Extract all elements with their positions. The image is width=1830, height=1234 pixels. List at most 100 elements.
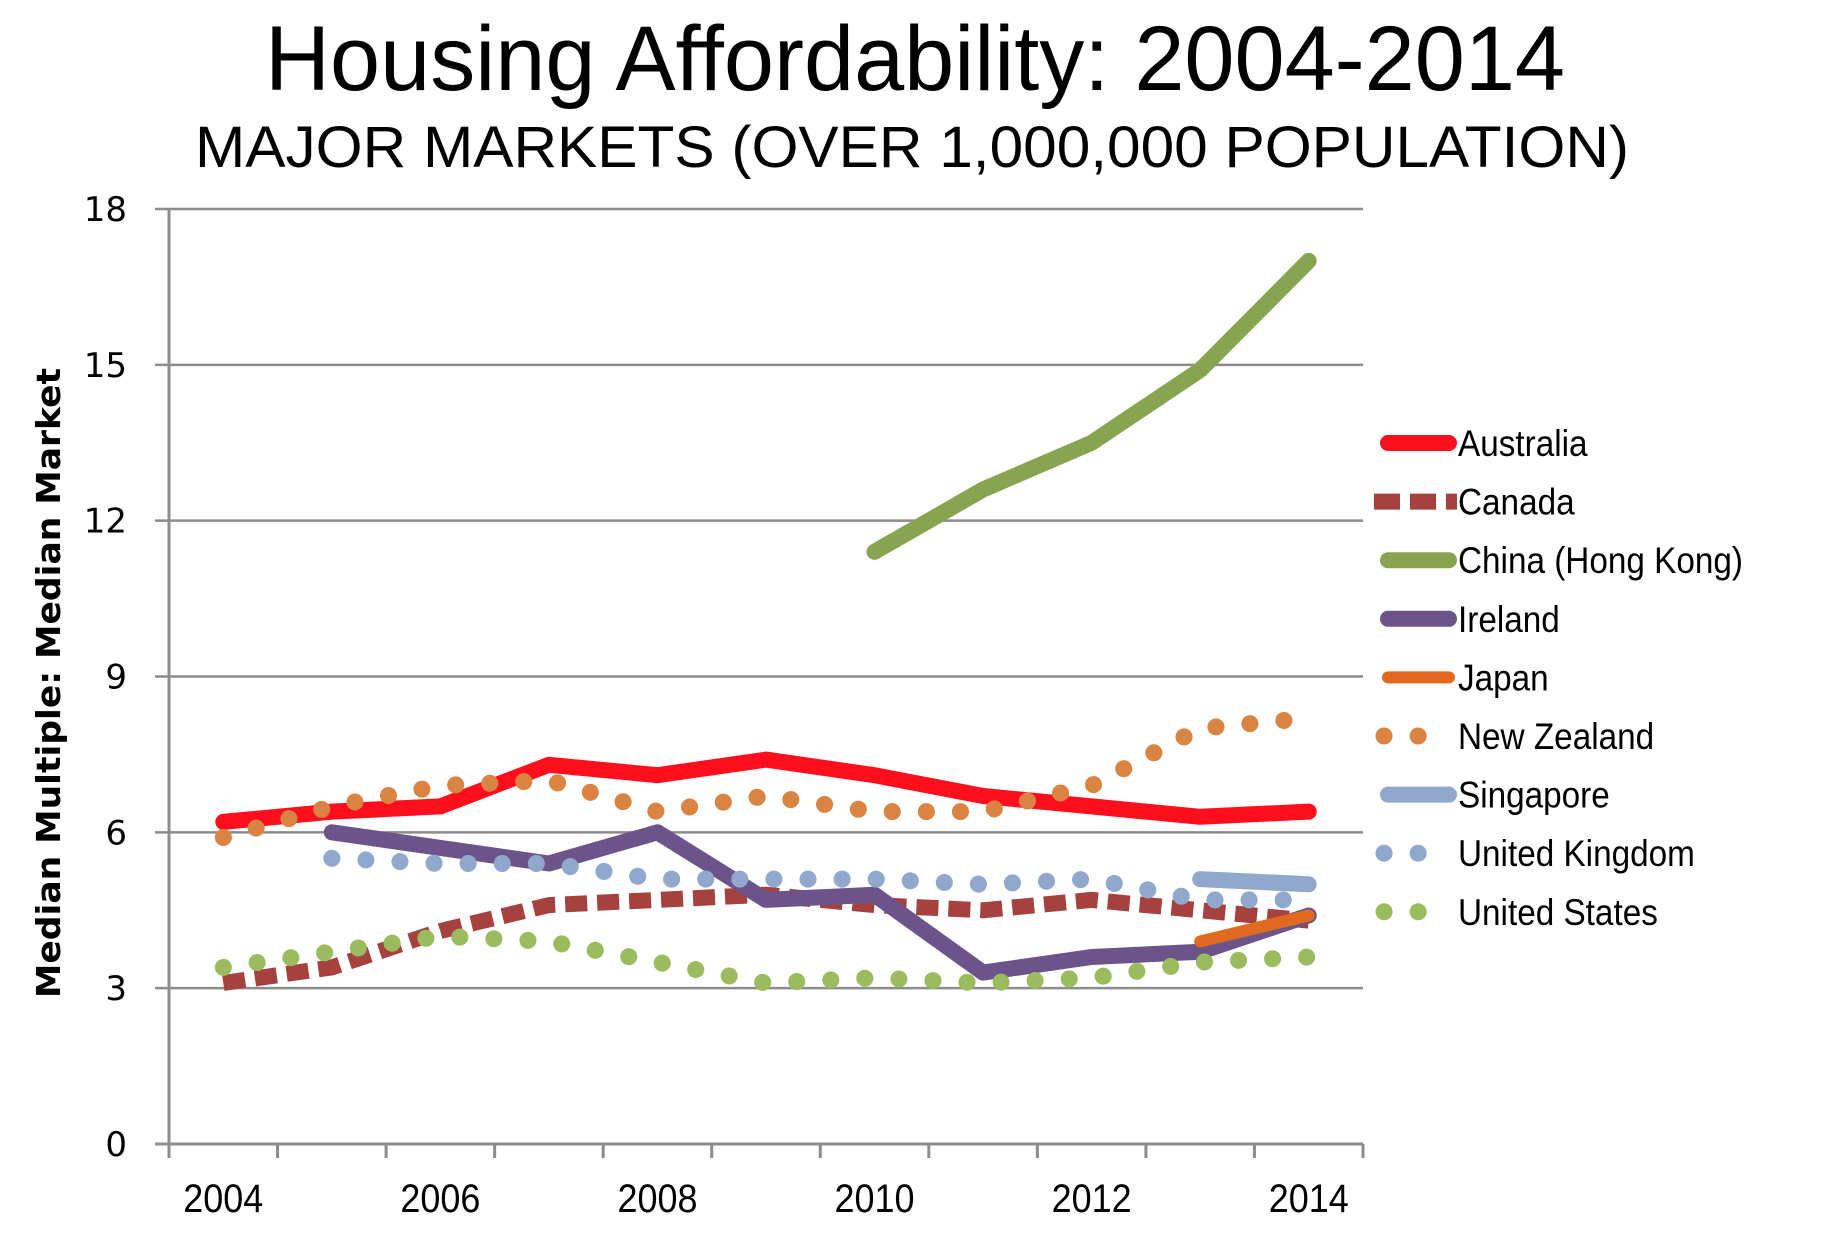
data-point-united-kingdom [763,876,769,882]
legend-item-new-zealand: New Zealand [1375,716,1654,757]
data-point-united-kingdom [980,881,986,887]
data-point-australia [220,819,226,825]
data-point-canada [546,902,552,908]
data-point-new-zealand [546,777,552,783]
data-point-new-zealand [1089,783,1095,789]
data-point-ireland [437,845,443,851]
data-point-united-kingdom [437,861,443,867]
data-point-china-hong-kong [1306,258,1312,264]
data-point-new-zealand [1306,715,1312,721]
data-point-canada [654,897,660,903]
y-tick-label: 3 [105,969,127,1009]
data-point-china-hong-kong [1197,367,1203,373]
data-point-united-kingdom [872,876,878,882]
data-point-united-states [220,964,226,970]
legend-item-ireland: Ireland [1380,599,1560,640]
legend-label: Australia [1458,423,1588,464]
data-point-japan [1306,912,1312,918]
data-point-united-states [654,959,660,965]
data-point-new-zealand [1197,725,1203,731]
y-axis-label: Median Multiple: Median Market [29,368,68,998]
data-point-new-zealand [654,809,660,815]
legend-item-china-hong-kong: China (Hong Kong) [1380,541,1743,582]
chart-title: Housing Affordability: 2004-2014 [265,8,1565,110]
y-tick-label: 6 [105,813,127,853]
legend-label: Japan [1458,658,1549,699]
legend-item-united-kingdom: United Kingdom [1375,834,1695,875]
data-point-united-states [1197,959,1203,965]
y-tick-label: 0 [105,1125,127,1165]
x-tick-label: 2014 [1269,1177,1349,1221]
series-line-australia [215,751,1317,830]
data-point-ireland [980,970,986,976]
data-point-new-zealand [980,809,986,815]
data-point-new-zealand [872,809,878,815]
data-point-singapore [1306,881,1312,887]
data-point-united-states [546,938,552,944]
data-point-australia [654,772,660,778]
y-axis-ticks: 0 3 6 9 12 15 18 [84,190,127,1165]
legend-label: United States [1458,892,1658,933]
data-point-united-kingdom [329,855,335,861]
data-point-united-states [1089,975,1095,981]
data-point-united-kingdom [1306,897,1312,903]
data-point-china-hong-kong [1089,440,1095,446]
legend-label: United Kingdom [1458,834,1695,875]
legend-label: China (Hong Kong) [1458,541,1743,582]
series-line-united-kingdom [323,849,1318,909]
y-tick-label: 12 [84,502,127,542]
data-point-united-kingdom [1089,876,1095,882]
series-line-united-states [214,927,1318,992]
data-point-ireland [763,897,769,903]
data-point-ireland [1089,954,1095,960]
data-point-united-states [872,975,878,981]
data-point-australia [763,757,769,763]
gridlines [155,207,1363,1146]
data-point-united-states [437,933,443,939]
data-point-new-zealand [329,803,335,809]
data-point-united-kingdom [654,876,660,882]
legend-item-united-states: United States [1375,892,1658,933]
data-point-united-states [329,949,335,955]
legend-item-singapore: Singapore [1380,775,1610,816]
data-point-united-kingdom [546,861,552,867]
series-line-china-hong-kong [866,252,1317,560]
y-tick-label: 15 [84,346,127,386]
series-line-new-zealand [214,709,1318,846]
data-point-new-zealand [437,783,443,789]
series-line-singapore [1192,871,1317,893]
data-point-china-hong-kong [980,487,986,493]
data-point-united-states [980,980,986,986]
legend: Australia Canada China (Hong Kong) Ireland J… [1374,423,1743,933]
data-point-singapore [1197,876,1203,882]
data-point-ireland [872,892,878,898]
data-point-canada [437,928,443,934]
legend-item-canada: Canada [1374,482,1575,523]
series-line-ireland [323,824,1317,981]
data-point-ireland [329,829,335,835]
data-point-united-kingdom [1197,897,1203,903]
y-tick-label: 18 [84,190,127,230]
data-point-australia [437,803,443,809]
data-point-united-states [1306,954,1312,960]
x-tick-label: 2012 [1052,1177,1132,1221]
data-point-china-hong-kong [872,549,878,555]
data-point-australia [1089,803,1095,809]
data-point-canada [1197,907,1203,913]
data-point-australia [1197,814,1203,820]
data-point-australia [546,762,552,768]
x-tick-label: 2008 [617,1177,697,1221]
x-tick-label: 2004 [183,1177,263,1221]
legend-label: Singapore [1458,775,1610,816]
data-point-japan [1197,938,1203,944]
data-point-canada [980,907,986,913]
x-tick-label: 2006 [400,1177,480,1221]
chart-subtitle: MAJOR MARKETS (OVER 1,000,000 POPULATION… [195,115,1629,180]
data-point-australia [1306,809,1312,815]
data-point-new-zealand [763,793,769,799]
legend-label: Ireland [1458,599,1560,640]
data-point-australia [980,793,986,799]
series-lines [214,252,1318,992]
x-tick-label: 2010 [835,1177,915,1221]
